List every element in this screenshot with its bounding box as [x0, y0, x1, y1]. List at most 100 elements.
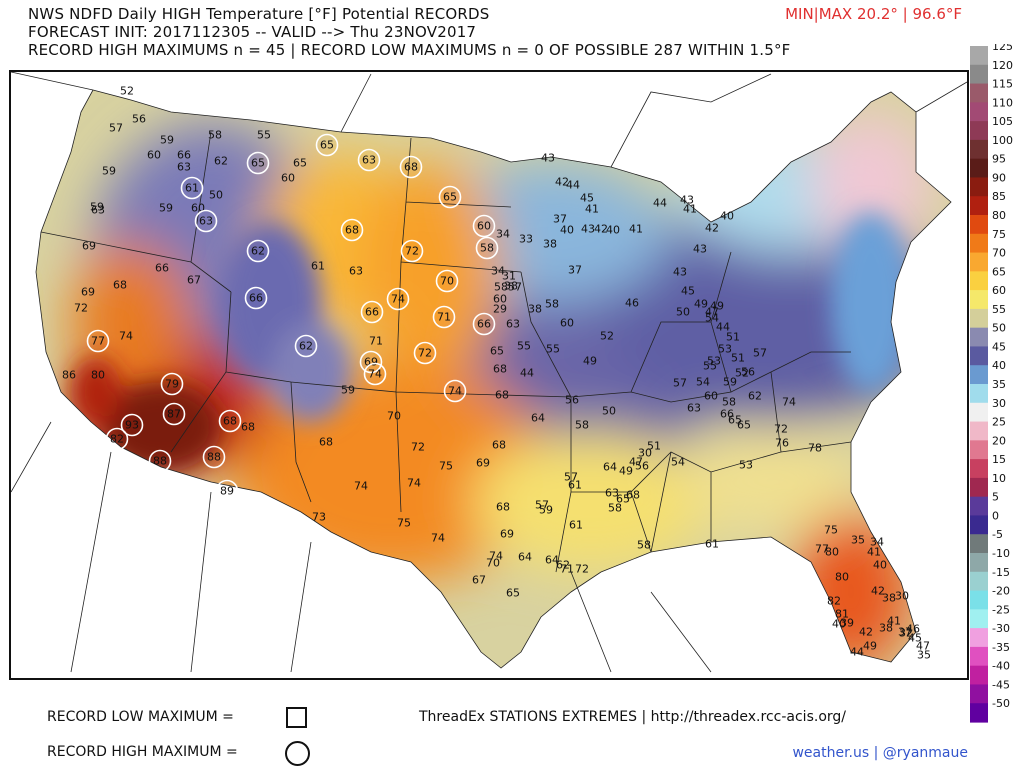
station-value: 74 [431, 532, 445, 545]
record-high-station: 66 [472, 312, 496, 336]
station-value: 62 [748, 390, 762, 403]
station-temperature-label: 61 [568, 479, 582, 492]
station-value: 53 [707, 355, 721, 368]
color-scale-swatch [970, 590, 988, 610]
station-value: 60 [493, 293, 507, 306]
station-temperature-label: 39 [840, 617, 854, 630]
station-temperature-label: 52 [735, 367, 749, 380]
station-value: 42 [871, 585, 885, 598]
station-value: 55 [517, 340, 531, 353]
station-temperature-label: 31 [502, 270, 516, 283]
station-temperature-label: 47 [629, 456, 643, 469]
station-value: 59 [90, 201, 104, 214]
station-temperature-label: 68 [496, 501, 510, 514]
temperature-map[interactable]: 52 57 56 59 58 55 60 66 59 63 62 59 65 63 65 60 68 61 50 59… [9, 70, 969, 680]
record-high-station: 61 [180, 176, 204, 200]
map-boundaries [11, 72, 967, 673]
record-high-station: 63 [194, 209, 218, 233]
station-temperature-label: 55 [703, 360, 717, 373]
station-temperature-label: 43 [673, 266, 687, 279]
record-high-station: 66 [360, 300, 384, 324]
station-value: 61 [568, 479, 582, 492]
station-temperature-label: 63 [91, 204, 105, 217]
color-scale-swatch [970, 515, 988, 535]
record-high-circle [194, 209, 218, 233]
station-value: 61 [569, 519, 583, 532]
record-high-circle [120, 413, 144, 437]
station-value: 56 [741, 366, 755, 379]
station-value: 70 [486, 557, 500, 570]
color-scale-tick-label: 95 [992, 153, 1006, 166]
station-temperature-label: 38 [879, 622, 893, 635]
station-temperature-label: 64 [603, 461, 617, 474]
legend-record-high-label: RECORD HIGH MAXIMUM = [47, 744, 238, 760]
station-value: 50 [676, 306, 690, 319]
color-scale-tick-label: -50 [992, 697, 1010, 710]
color-scale-tick-label: -5 [992, 528, 1003, 541]
color-scale-swatch [970, 459, 988, 479]
station-temperature-label: 80 [825, 546, 839, 559]
station-temperature-label: 49 [863, 640, 877, 653]
station-temperature-label: 43 [680, 194, 694, 207]
station-temperature-label: 69 [81, 286, 95, 299]
station-temperature-label: 74 [119, 330, 133, 343]
station-temperature-label: 63 [177, 161, 191, 174]
station-value: 74 [489, 550, 503, 563]
station-value: 71 [560, 563, 574, 576]
station-temperature-label: 93 [125, 419, 139, 432]
record-high-station: 82 [105, 427, 129, 451]
station-temperature-label: 87 [167, 408, 181, 421]
station-temperature-label: 61 [311, 260, 325, 273]
color-scale-tick-label: 85 [992, 190, 1006, 203]
station-value: 44 [716, 321, 730, 334]
station-value: 58 [722, 396, 736, 409]
station-temperature-label: 50 [209, 189, 223, 202]
legend-record-low-label: RECORD LOW MAXIMUM = [47, 709, 234, 725]
station-temperature-label: 63 [687, 402, 701, 415]
record-high-station: 70 [435, 269, 459, 293]
station-temperature-label: 60 [281, 172, 295, 185]
station-value: 41 [683, 203, 697, 216]
station-value: 51 [731, 352, 745, 365]
color-scale-swatch [970, 252, 988, 272]
station-temperature-label: 58 [545, 298, 559, 311]
color-scale-tick-label: 10 [992, 472, 1006, 485]
station-value: 65 [737, 419, 751, 432]
station-temperature-label: 46 [906, 623, 920, 636]
station-temperature-label: 63 [362, 154, 376, 167]
station-temperature-label: 43 [581, 223, 595, 236]
color-scale-swatch [970, 384, 988, 404]
color-scale-swatch [970, 402, 988, 423]
station-temperature-label: 75 [824, 524, 838, 537]
station-temperature-label: 57 [564, 471, 578, 484]
station-temperature-label: 60 [147, 149, 161, 162]
color-scale-swatch [970, 553, 988, 573]
station-temperature-label: 65 [320, 139, 334, 152]
station-temperature-label: 60 [493, 293, 507, 306]
station-temperature-label: 67 [472, 574, 486, 587]
color-scale-tick-label: -45 [992, 678, 1010, 691]
station-value: 65 [616, 493, 630, 506]
station-value: 73 [312, 511, 326, 524]
color-scale-tick-label: 115 [992, 78, 1013, 91]
station-temperature-label: 45 [908, 632, 922, 645]
station-value: 37 [898, 626, 912, 639]
station-value: 30 [895, 590, 909, 603]
station-temperature-label: 69 [364, 356, 378, 369]
station-value: 57 [673, 377, 687, 390]
temperature-field [36, 90, 951, 668]
station-value: 30 [638, 447, 652, 460]
station-temperature-label: 66 [365, 306, 379, 319]
record-high-circle [202, 445, 226, 469]
station-temperature-label: 60 [477, 220, 491, 233]
credit-link[interactable]: weather.us | @ryanmaue [792, 745, 968, 761]
station-temperature-label: 68 [345, 224, 359, 237]
station-temperature-label: 74 [448, 385, 462, 398]
record-high-circle [105, 427, 129, 451]
color-scale-swatch [970, 571, 988, 592]
station-value: 38 [882, 592, 896, 605]
record-high-station: 74 [386, 287, 410, 311]
record-high-circle [180, 176, 204, 200]
station-value: 65 [728, 414, 742, 427]
record-high-circle [215, 479, 239, 503]
